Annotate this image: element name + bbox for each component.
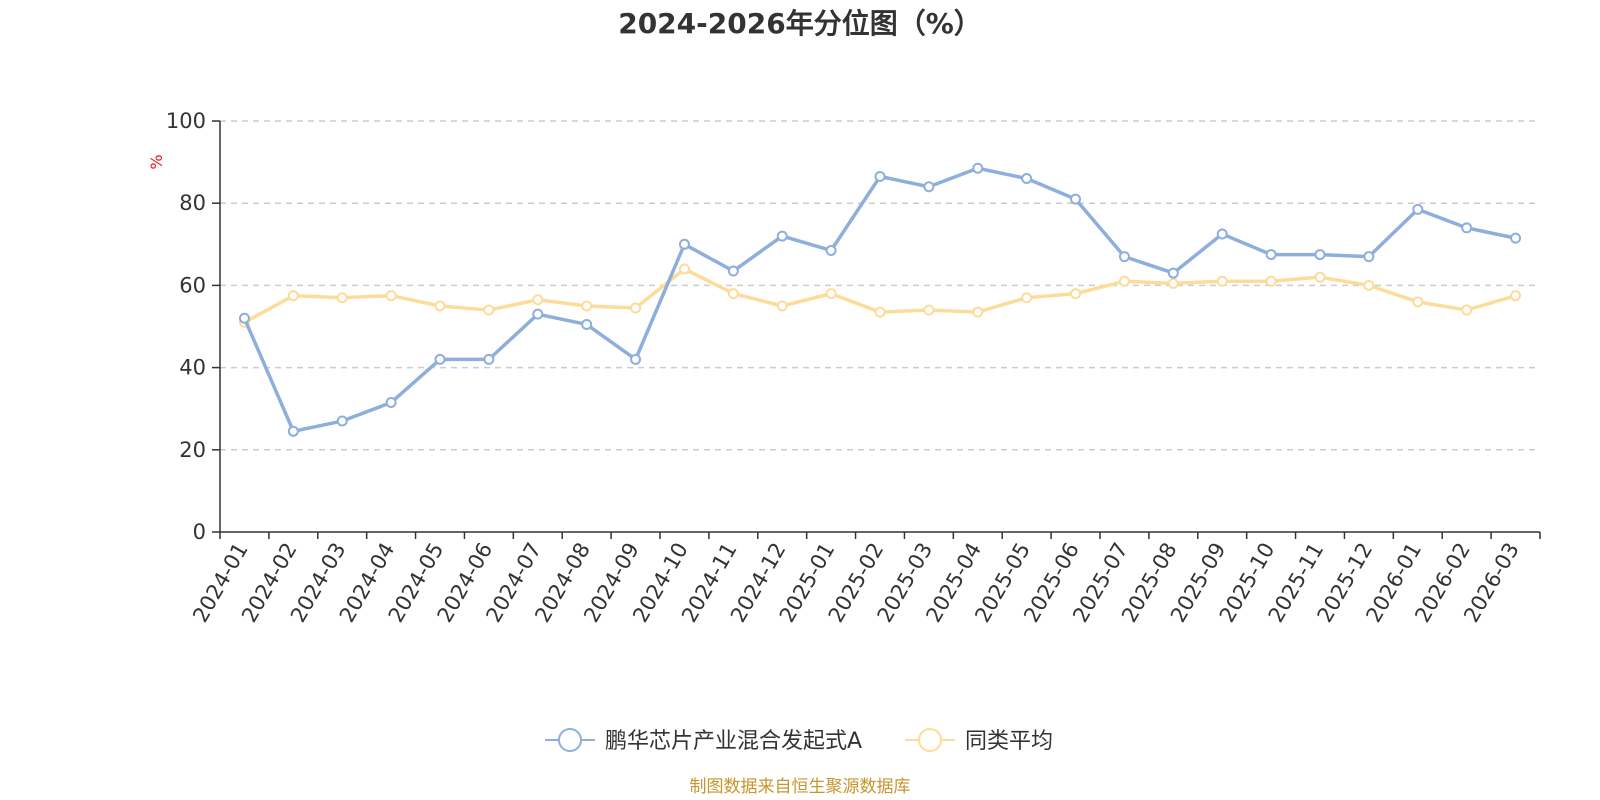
data-point-series-1[interactable] [1461, 304, 1473, 316]
data-point-series-1[interactable] [1021, 292, 1033, 304]
data-point-series-0[interactable] [1314, 249, 1326, 261]
data-point-series-1[interactable] [1216, 275, 1228, 287]
data-point-series-0[interactable] [483, 353, 495, 365]
data-point-series-0[interactable] [238, 312, 250, 324]
data-point-series-0[interactable] [287, 425, 299, 437]
legend-label: 鹏华芯片产业混合发起式A [605, 729, 862, 754]
data-point-series-1[interactable] [1265, 275, 1277, 287]
data-point-series-1[interactable] [1167, 277, 1179, 289]
data-point-series-1[interactable] [1412, 296, 1424, 308]
legend-label: 同类平均 [965, 729, 1053, 754]
data-point-series-0[interactable] [1070, 193, 1082, 205]
legend[interactable]: 鹏华芯片产业混合发起式A 同类平均 [545, 728, 1053, 754]
data-point-series-1[interactable] [1118, 275, 1130, 287]
legend-circle-marker [558, 728, 582, 752]
data-point-series-0[interactable] [385, 397, 397, 409]
data-point-series-0[interactable] [532, 308, 544, 320]
data-point-series-0[interactable] [1412, 203, 1424, 215]
data-point-series-1[interactable] [581, 300, 593, 312]
series-line-0 [242, 166, 1518, 434]
data-point-series-0[interactable] [727, 265, 739, 277]
data-point-series-0[interactable] [581, 318, 593, 330]
data-point-series-0[interactable] [630, 353, 642, 365]
data-point-series-1[interactable] [434, 300, 446, 312]
chart-title: 2024-2026年分位图（%） [618, 7, 982, 40]
data-point-series-0[interactable] [1461, 222, 1473, 234]
data-point-series-0[interactable] [874, 170, 886, 182]
legend-circle-marker [918, 728, 942, 752]
y-tick-label: 60 [179, 273, 206, 297]
data-point-series-1[interactable] [1070, 288, 1082, 300]
data-point-series-1[interactable] [678, 263, 690, 275]
data-point-series-1[interactable] [727, 288, 739, 300]
legend-item-1[interactable]: 同类平均 [905, 728, 1053, 754]
data-point-series-0[interactable] [1265, 249, 1277, 261]
data-point-series-1[interactable] [874, 306, 886, 318]
data-point-series-1[interactable] [630, 302, 642, 314]
data-point-series-0[interactable] [1167, 267, 1179, 279]
data-point-series-1[interactable] [532, 294, 544, 306]
data-point-series-0[interactable] [776, 230, 788, 242]
data-point-series-0[interactable] [825, 244, 837, 256]
legend-item-0[interactable]: 鹏华芯片产业混合发起式A [545, 728, 862, 754]
y-tick-label: 80 [179, 191, 206, 215]
data-point-series-1[interactable] [287, 290, 299, 302]
data-point-series-0[interactable] [1363, 251, 1375, 263]
data-point-series-0[interactable] [434, 353, 446, 365]
y-axis-unit-label: % [147, 154, 166, 169]
data-point-series-1[interactable] [972, 306, 984, 318]
data-point-series-0[interactable] [678, 238, 690, 250]
data-point-series-0[interactable] [1216, 228, 1228, 240]
series-layer [238, 162, 1522, 437]
data-point-series-0[interactable] [336, 415, 348, 427]
data-point-series-1[interactable] [776, 300, 788, 312]
data-point-series-1[interactable] [1363, 279, 1375, 291]
y-tick-label: 0 [193, 520, 206, 544]
data-source-note: 制图数据来自恒生聚源数据库 [690, 777, 911, 797]
data-point-series-0[interactable] [1021, 173, 1033, 185]
data-point-series-1[interactable] [483, 304, 495, 316]
y-tick-label: 100 [166, 109, 206, 133]
data-point-series-0[interactable] [923, 181, 935, 193]
data-point-series-1[interactable] [923, 304, 935, 316]
gridlines [220, 120, 1540, 451]
data-point-series-1[interactable] [336, 292, 348, 304]
data-point-series-1[interactable] [1510, 290, 1522, 302]
y-tick-label: 40 [179, 356, 206, 380]
y-tick-label: 20 [179, 438, 206, 462]
data-point-series-0[interactable] [972, 162, 984, 174]
data-point-series-1[interactable] [1314, 271, 1326, 283]
data-point-series-0[interactable] [1510, 232, 1522, 244]
data-point-series-0[interactable] [1118, 251, 1130, 263]
data-point-series-1[interactable] [385, 290, 397, 302]
data-point-series-1[interactable] [825, 288, 837, 300]
